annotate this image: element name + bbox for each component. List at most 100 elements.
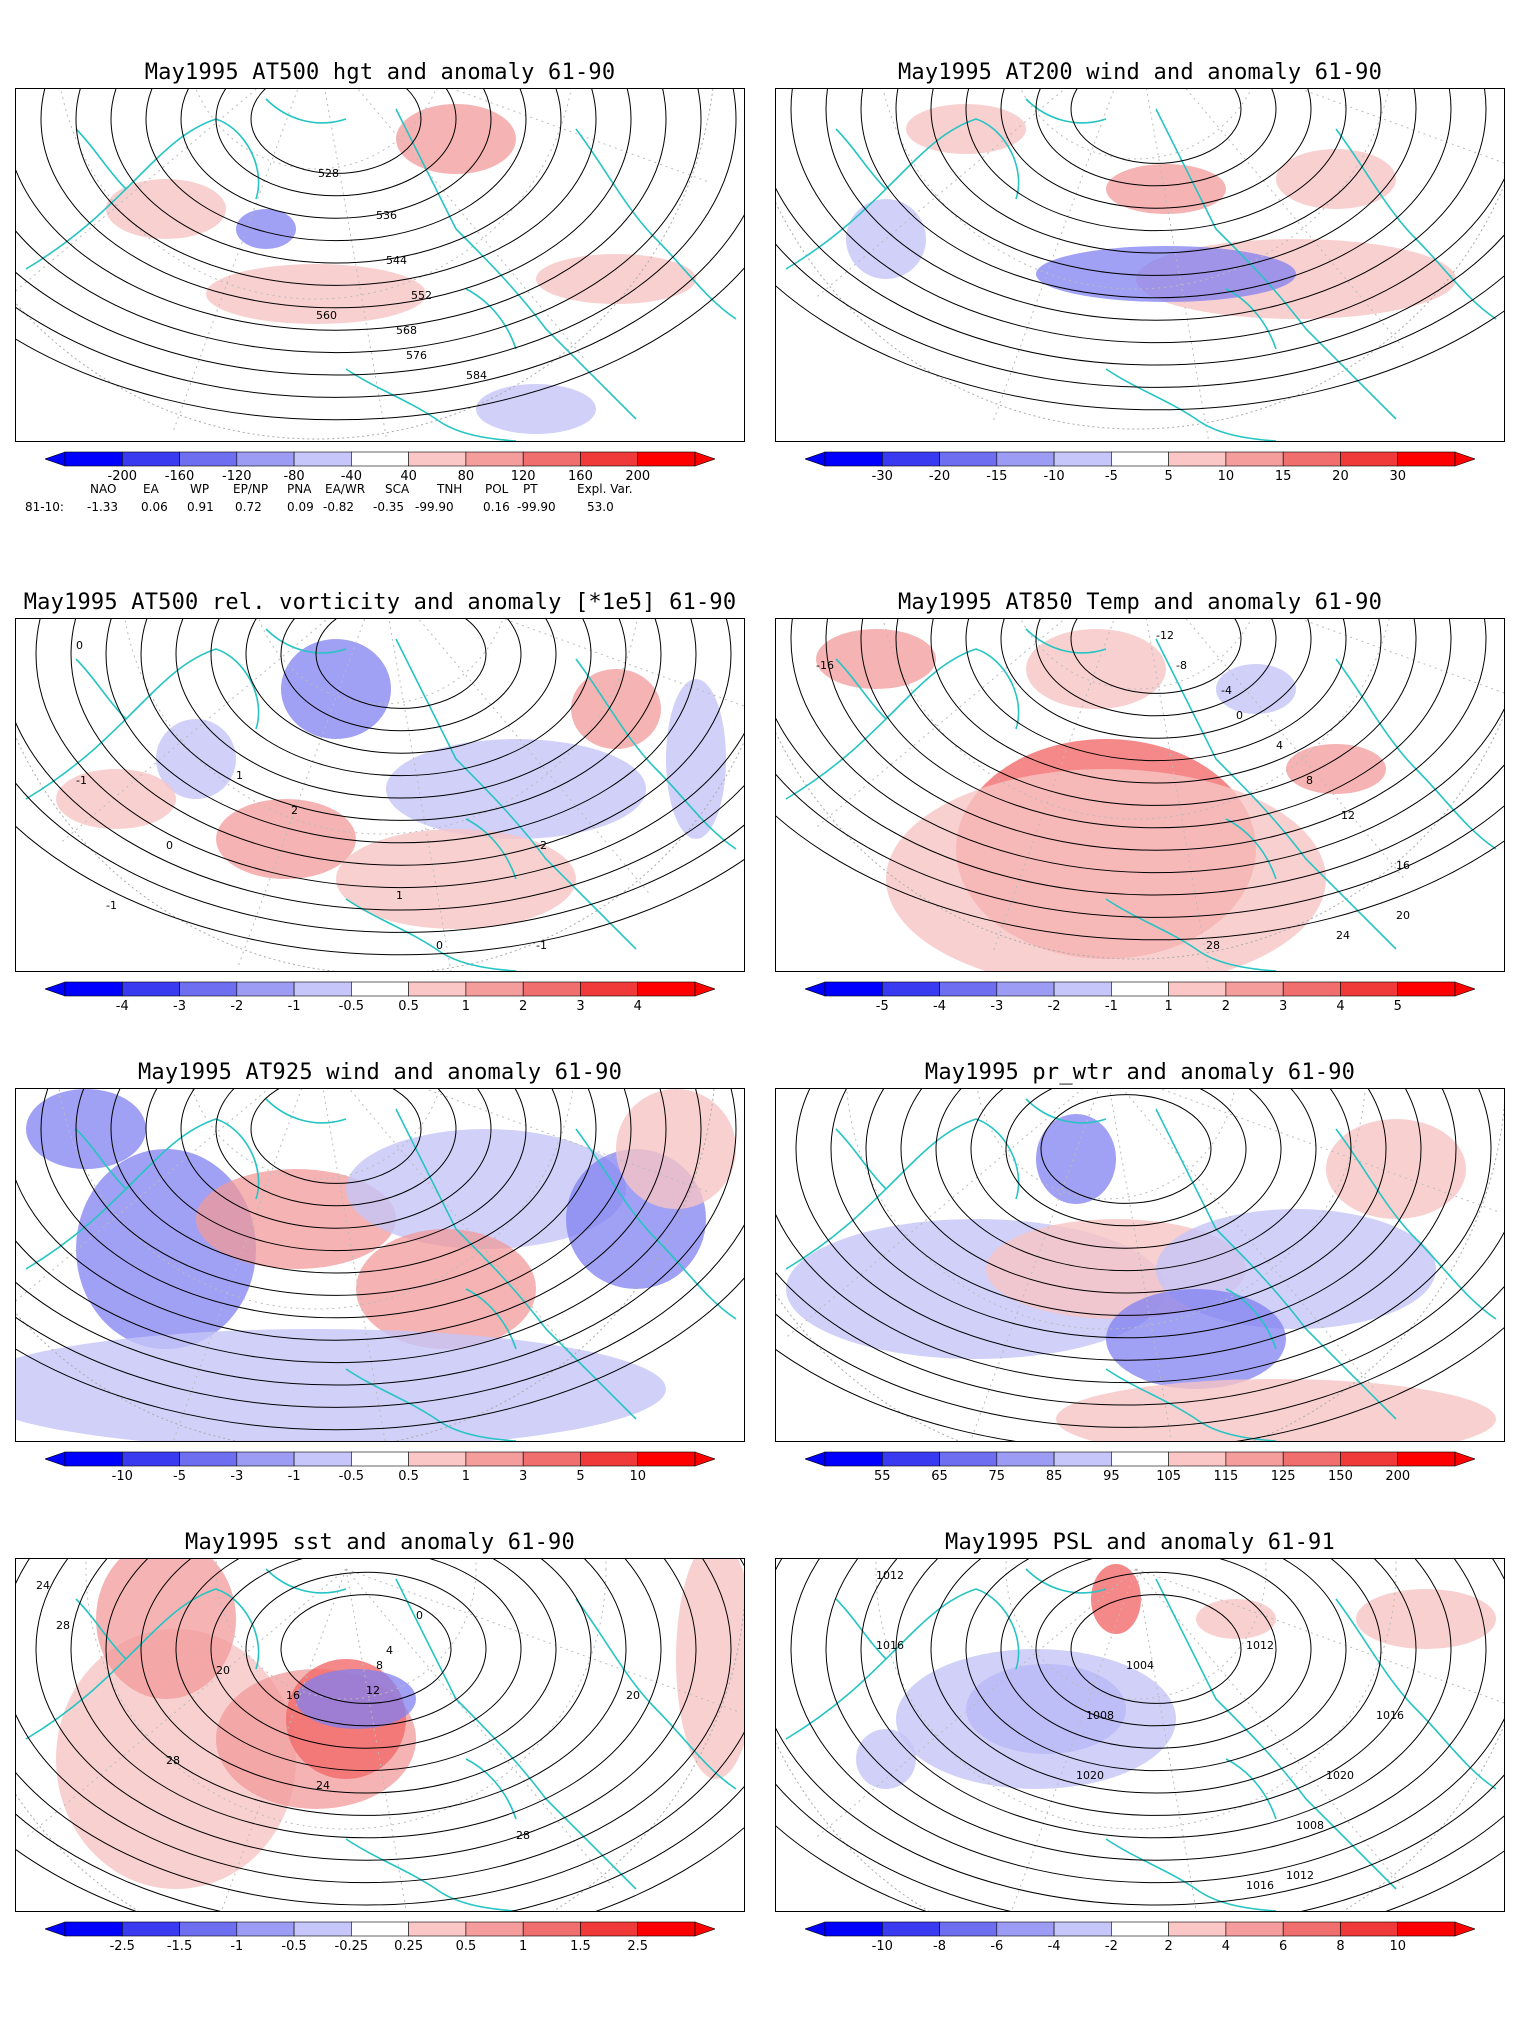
colorbar-label: 8 xyxy=(1336,1939,1344,1954)
colorbar-label: 0.5 xyxy=(456,1939,477,1954)
coastline xyxy=(25,118,260,270)
contour-label: 8 xyxy=(1306,774,1313,787)
colorbar-box xyxy=(881,1921,940,1937)
isoline xyxy=(1035,619,1277,717)
contour-label: 576 xyxy=(406,349,427,362)
coastline xyxy=(785,1118,1020,1270)
colorbar-box xyxy=(351,451,409,467)
graticule-meridian xyxy=(345,1568,617,1892)
colorbar-box xyxy=(64,1451,123,1467)
colorbar-box xyxy=(64,981,123,997)
isoline xyxy=(900,1089,1352,1294)
anomaly-shading xyxy=(1091,1564,1141,1634)
contour-label: 1012 xyxy=(876,1569,904,1582)
isoline xyxy=(16,89,737,376)
contour-label: -16 xyxy=(816,659,834,672)
isoline xyxy=(16,1089,737,1386)
colorbar-label: -160 xyxy=(165,469,195,484)
isoline xyxy=(280,619,522,732)
colorbar: -200 -160 -120 -80 -40 40 80 120 160 200 xyxy=(44,450,716,490)
panel-title: May1995 pr_wtr and anomaly 61-90 xyxy=(924,1060,1356,1085)
isoline xyxy=(1005,1089,1247,1227)
isoline xyxy=(145,1089,527,1252)
colorbar-box xyxy=(236,981,295,997)
isoline xyxy=(776,1286,1504,1428)
coastline xyxy=(835,628,1277,880)
map-frame: 528 536 544 552 560 568 576 584 xyxy=(15,88,745,442)
contour-label: 12 xyxy=(366,1684,380,1697)
isoline xyxy=(140,619,662,821)
isoline xyxy=(105,1559,627,1816)
panel-psl: May1995 PSL and anomaly 61-91 1012 1016 10… xyxy=(775,1510,1505,2040)
isoline xyxy=(215,89,457,197)
anomaly-shading xyxy=(156,719,236,799)
colorbar-label: 3 xyxy=(576,999,584,1014)
anomaly-shading xyxy=(236,209,296,249)
isoline xyxy=(776,1089,1492,1384)
colorbar-label: 1 xyxy=(462,999,470,1014)
colorbar-box xyxy=(465,1451,524,1467)
anomaly-shading xyxy=(1036,1114,1116,1204)
colorbar-arrow-left xyxy=(44,1451,66,1467)
isoline xyxy=(825,89,1487,321)
contour-label: 16 xyxy=(286,1689,300,1702)
colorbar-box xyxy=(1168,1451,1227,1467)
index-value: 53.0 xyxy=(587,500,614,514)
colorbar-box xyxy=(121,451,180,467)
contour-label: 28 xyxy=(1206,939,1220,952)
coastline xyxy=(1105,1368,1277,1441)
colorbar-label: 30 xyxy=(1389,469,1406,484)
graticule-circle xyxy=(846,1089,1366,1330)
colorbar-label: 2 xyxy=(519,999,527,1014)
colorbar-label: 4 xyxy=(1222,1939,1230,1954)
contour-label: 28 xyxy=(166,1754,180,1767)
isoline xyxy=(180,1089,492,1229)
isoline xyxy=(776,243,1504,388)
panel-wind925: May1995 AT925 wind and anomaly 61-90 -10… xyxy=(15,1040,745,1570)
isoline xyxy=(16,89,702,354)
isoline xyxy=(795,1089,1457,1361)
colorbar-box xyxy=(1282,1921,1341,1937)
contour-label: 0 xyxy=(416,1609,423,1622)
colorbar-box xyxy=(1168,451,1227,467)
isoline xyxy=(175,619,627,799)
graticule-circle xyxy=(1020,619,1252,690)
map-layer: 24 28 20 16 12 84 0 28 24 20 28 xyxy=(16,1559,744,1911)
graticule-meridian xyxy=(991,619,1115,954)
colorbar-label: 5 xyxy=(1394,999,1402,1014)
indices-header-row: NAO EA WP EP/NP PNA EA/WR SCA TNH POL PT… xyxy=(25,482,725,498)
colorbar-arrow-right xyxy=(694,1921,716,1937)
index-value: -99.90 xyxy=(415,500,454,514)
colorbar-box xyxy=(236,1921,295,1937)
colorbar-label: 2 xyxy=(1222,999,1230,1014)
contour-label: -12 xyxy=(1156,629,1174,642)
colorbar-box xyxy=(580,451,639,467)
coastline xyxy=(1105,368,1277,441)
contour-label: 544 xyxy=(386,254,407,267)
colorbar-label: -0.25 xyxy=(335,1939,369,1954)
colorbar-box xyxy=(637,451,696,467)
coastline xyxy=(785,118,1020,270)
colorbar-label: 55 xyxy=(874,1469,891,1484)
isoline xyxy=(1035,1571,1277,1727)
anomaly-shading xyxy=(56,769,176,829)
isoline xyxy=(16,1089,702,1364)
coastline xyxy=(1155,638,1397,950)
graticule-circle xyxy=(85,1559,607,1830)
coastline xyxy=(1155,108,1397,420)
colorbar-box xyxy=(824,451,883,467)
colorbar-box xyxy=(351,1921,409,1937)
isoline xyxy=(245,619,557,754)
colorbar-arrow-left xyxy=(804,1921,826,1937)
colorbar-label: 160 xyxy=(568,469,593,484)
colorbar-svg: -10 -5 -3 -1 -0.5 0.5 1 3 5 10 xyxy=(44,1451,716,1484)
coastline xyxy=(345,898,517,971)
index-value: -0.35 xyxy=(373,500,405,514)
panel-hgt500: May1995 AT500 hgt and anomaly 61-90 528 5… xyxy=(15,40,745,570)
colorbar-box xyxy=(1340,451,1399,467)
colorbar-label: 120 xyxy=(511,469,536,484)
map-canvas: 528 536 544 552 560 568 576 584 xyxy=(16,89,744,441)
panel-title: May1995 PSL and anomaly 61-91 xyxy=(945,1530,1335,1555)
colorbar-box xyxy=(293,1921,352,1937)
colorbar-box xyxy=(121,1921,180,1937)
